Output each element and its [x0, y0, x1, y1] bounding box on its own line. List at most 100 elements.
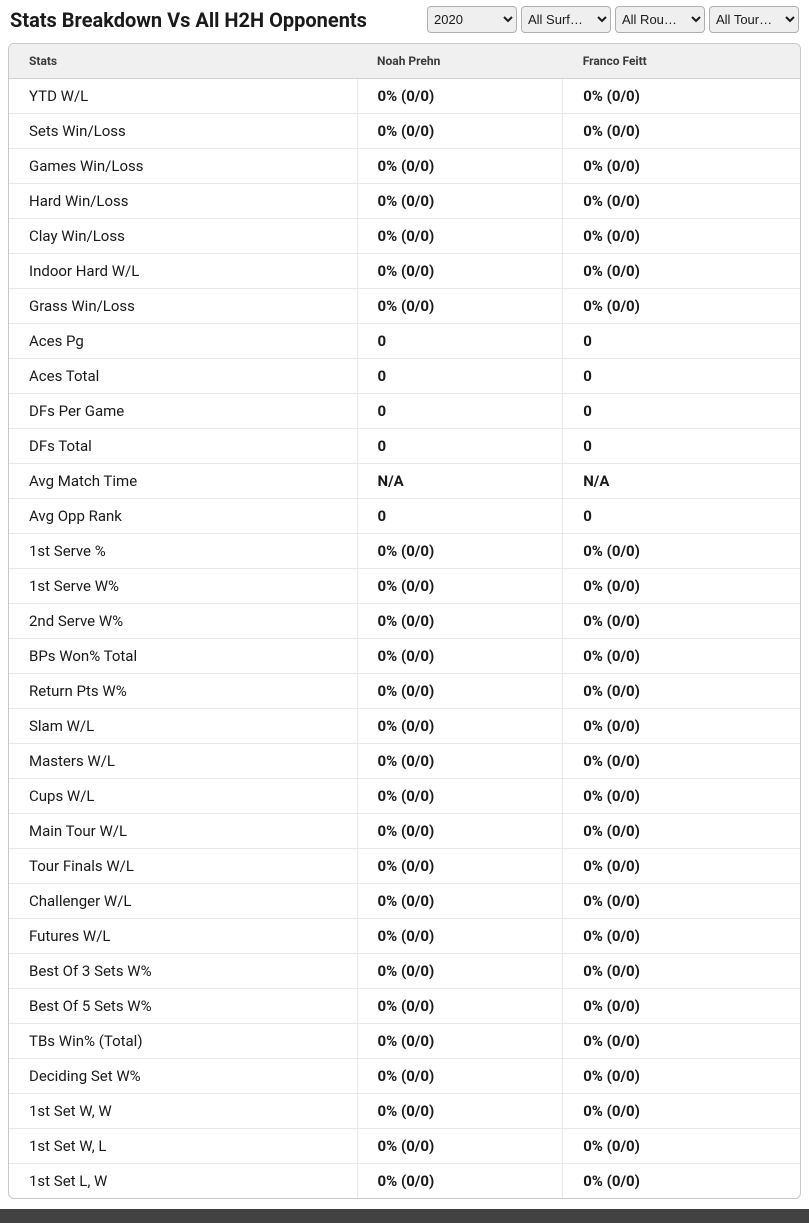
player2-value-cell: 0% (0/0) [563, 814, 800, 849]
player2-value-cell: 0 [563, 429, 800, 464]
player1-value-cell: 0% (0/0) [357, 1164, 563, 1199]
table-row: 1st Set L, W0% (0/0)0% (0/0) [9, 1164, 800, 1199]
table-row: Futures W/L0% (0/0)0% (0/0) [9, 919, 800, 954]
stat-name-cell: Indoor Hard W/L [9, 254, 357, 289]
player1-value-cell: 0% (0/0) [357, 989, 563, 1024]
player2-value-cell: 0% (0/0) [563, 1164, 800, 1199]
table-row: 1st Set W, L0% (0/0)0% (0/0) [9, 1129, 800, 1164]
round-select[interactable]: All Rou… [615, 6, 705, 33]
table-row: 1st Serve W%0% (0/0)0% (0/0) [9, 569, 800, 604]
player1-value-cell: 0% (0/0) [357, 884, 563, 919]
filters-group: 2020 All Surf… All Rou… All Tour… [427, 6, 799, 33]
stat-name-cell: Cups W/L [9, 779, 357, 814]
player2-value-cell: 0% (0/0) [563, 219, 800, 254]
player1-value-cell: 0 [357, 394, 563, 429]
stat-name-cell: Slam W/L [9, 709, 357, 744]
table-row: 2nd Serve W%0% (0/0)0% (0/0) [9, 604, 800, 639]
table-row: Avg Opp Rank00 [9, 499, 800, 534]
stat-name-cell: Challenger W/L [9, 884, 357, 919]
player1-value-cell: 0% (0/0) [357, 1094, 563, 1129]
tour-select[interactable]: All Tour… [709, 6, 799, 33]
player1-value-cell: 0% (0/0) [357, 289, 563, 324]
table-row: Clay Win/Loss0% (0/0)0% (0/0) [9, 219, 800, 254]
player1-value-cell: 0% (0/0) [357, 1059, 563, 1094]
table-row: Masters W/L0% (0/0)0% (0/0) [9, 744, 800, 779]
player2-value-cell: 0 [563, 359, 800, 394]
surface-select[interactable]: All Surf… [521, 6, 611, 33]
player1-value-cell: N/A [357, 464, 563, 499]
table-row: Tour Finals W/L0% (0/0)0% (0/0) [9, 849, 800, 884]
player1-value-cell: 0% (0/0) [357, 954, 563, 989]
table-row: Grass Win/Loss0% (0/0)0% (0/0) [9, 289, 800, 324]
player2-value-cell: 0% (0/0) [563, 1129, 800, 1164]
stat-name-cell: Best Of 3 Sets W% [9, 954, 357, 989]
stat-name-cell: 1st Serve W% [9, 569, 357, 604]
player2-value-cell: 0% (0/0) [563, 149, 800, 184]
page-title: Stats Breakdown Vs All H2H Opponents [10, 8, 367, 32]
table-row: Deciding Set W%0% (0/0)0% (0/0) [9, 1059, 800, 1094]
player2-value-cell: 0% (0/0) [563, 534, 800, 569]
table-header-row: Stats Noah Prehn Franco Feitt [9, 44, 800, 79]
player2-value-cell: 0% (0/0) [563, 604, 800, 639]
table-row: Slam W/L0% (0/0)0% (0/0) [9, 709, 800, 744]
player2-value-cell: 0% (0/0) [563, 114, 800, 149]
stat-name-cell: DFs Per Game [9, 394, 357, 429]
player1-value-cell: 0% (0/0) [357, 569, 563, 604]
table-row: Hard Win/Loss0% (0/0)0% (0/0) [9, 184, 800, 219]
player2-value-cell: 0% (0/0) [563, 884, 800, 919]
stat-name-cell: Futures W/L [9, 919, 357, 954]
stats-table: Stats Noah Prehn Franco Feitt YTD W/L0% … [9, 44, 800, 1198]
table-row: DFs Total00 [9, 429, 800, 464]
table-row: Return Pts W%0% (0/0)0% (0/0) [9, 674, 800, 709]
player1-value-cell: 0 [357, 359, 563, 394]
player2-value-cell: 0% (0/0) [563, 709, 800, 744]
player1-value-cell: 0% (0/0) [357, 674, 563, 709]
col-header-player2: Franco Feitt [563, 44, 800, 79]
player2-value-cell: 0% (0/0) [563, 639, 800, 674]
table-row: YTD W/L0% (0/0)0% (0/0) [9, 79, 800, 114]
player1-value-cell: 0% (0/0) [357, 709, 563, 744]
player1-value-cell: 0% (0/0) [357, 149, 563, 184]
stat-name-cell: Best Of 5 Sets W% [9, 989, 357, 1024]
stat-name-cell: Deciding Set W% [9, 1059, 357, 1094]
table-row: BPs Won% Total0% (0/0)0% (0/0) [9, 639, 800, 674]
player2-value-cell: 0 [563, 324, 800, 359]
player2-value-cell: 0% (0/0) [563, 289, 800, 324]
stat-name-cell: Clay Win/Loss [9, 219, 357, 254]
stat-name-cell: DFs Total [9, 429, 357, 464]
table-row: DFs Per Game00 [9, 394, 800, 429]
table-row: Indoor Hard W/L0% (0/0)0% (0/0) [9, 254, 800, 289]
stat-name-cell: Return Pts W% [9, 674, 357, 709]
player1-value-cell: 0% (0/0) [357, 254, 563, 289]
stat-name-cell: Aces Pg [9, 324, 357, 359]
stat-name-cell: 1st Set L, W [9, 1164, 357, 1199]
table-row: Sets Win/Loss0% (0/0)0% (0/0) [9, 114, 800, 149]
stat-name-cell: 1st Set W, L [9, 1129, 357, 1164]
stat-name-cell: Main Tour W/L [9, 814, 357, 849]
player1-value-cell: 0 [357, 324, 563, 359]
header-bar: Stats Breakdown Vs All H2H Opponents 202… [0, 0, 809, 39]
player1-value-cell: 0 [357, 499, 563, 534]
player2-value-cell: 0 [563, 394, 800, 429]
player1-value-cell: 0% (0/0) [357, 919, 563, 954]
stat-name-cell: Avg Match Time [9, 464, 357, 499]
stat-name-cell: Masters W/L [9, 744, 357, 779]
player2-value-cell: 0% (0/0) [563, 919, 800, 954]
player2-value-cell: 0% (0/0) [563, 254, 800, 289]
footer-strip [0, 1209, 809, 1223]
player2-value-cell: 0% (0/0) [563, 779, 800, 814]
stat-name-cell: Hard Win/Loss [9, 184, 357, 219]
table-row: Challenger W/L0% (0/0)0% (0/0) [9, 884, 800, 919]
player1-value-cell: 0% (0/0) [357, 814, 563, 849]
player1-value-cell: 0% (0/0) [357, 1129, 563, 1164]
player2-value-cell: 0% (0/0) [563, 79, 800, 114]
stat-name-cell: 1st Set W, W [9, 1094, 357, 1129]
stat-name-cell: 2nd Serve W% [9, 604, 357, 639]
col-header-stats: Stats [9, 44, 357, 79]
player2-value-cell: 0% (0/0) [563, 184, 800, 219]
player2-value-cell: 0% (0/0) [563, 849, 800, 884]
table-row: Aces Pg00 [9, 324, 800, 359]
year-select[interactable]: 2020 [427, 6, 517, 33]
player1-value-cell: 0% (0/0) [357, 779, 563, 814]
player1-value-cell: 0% (0/0) [357, 534, 563, 569]
